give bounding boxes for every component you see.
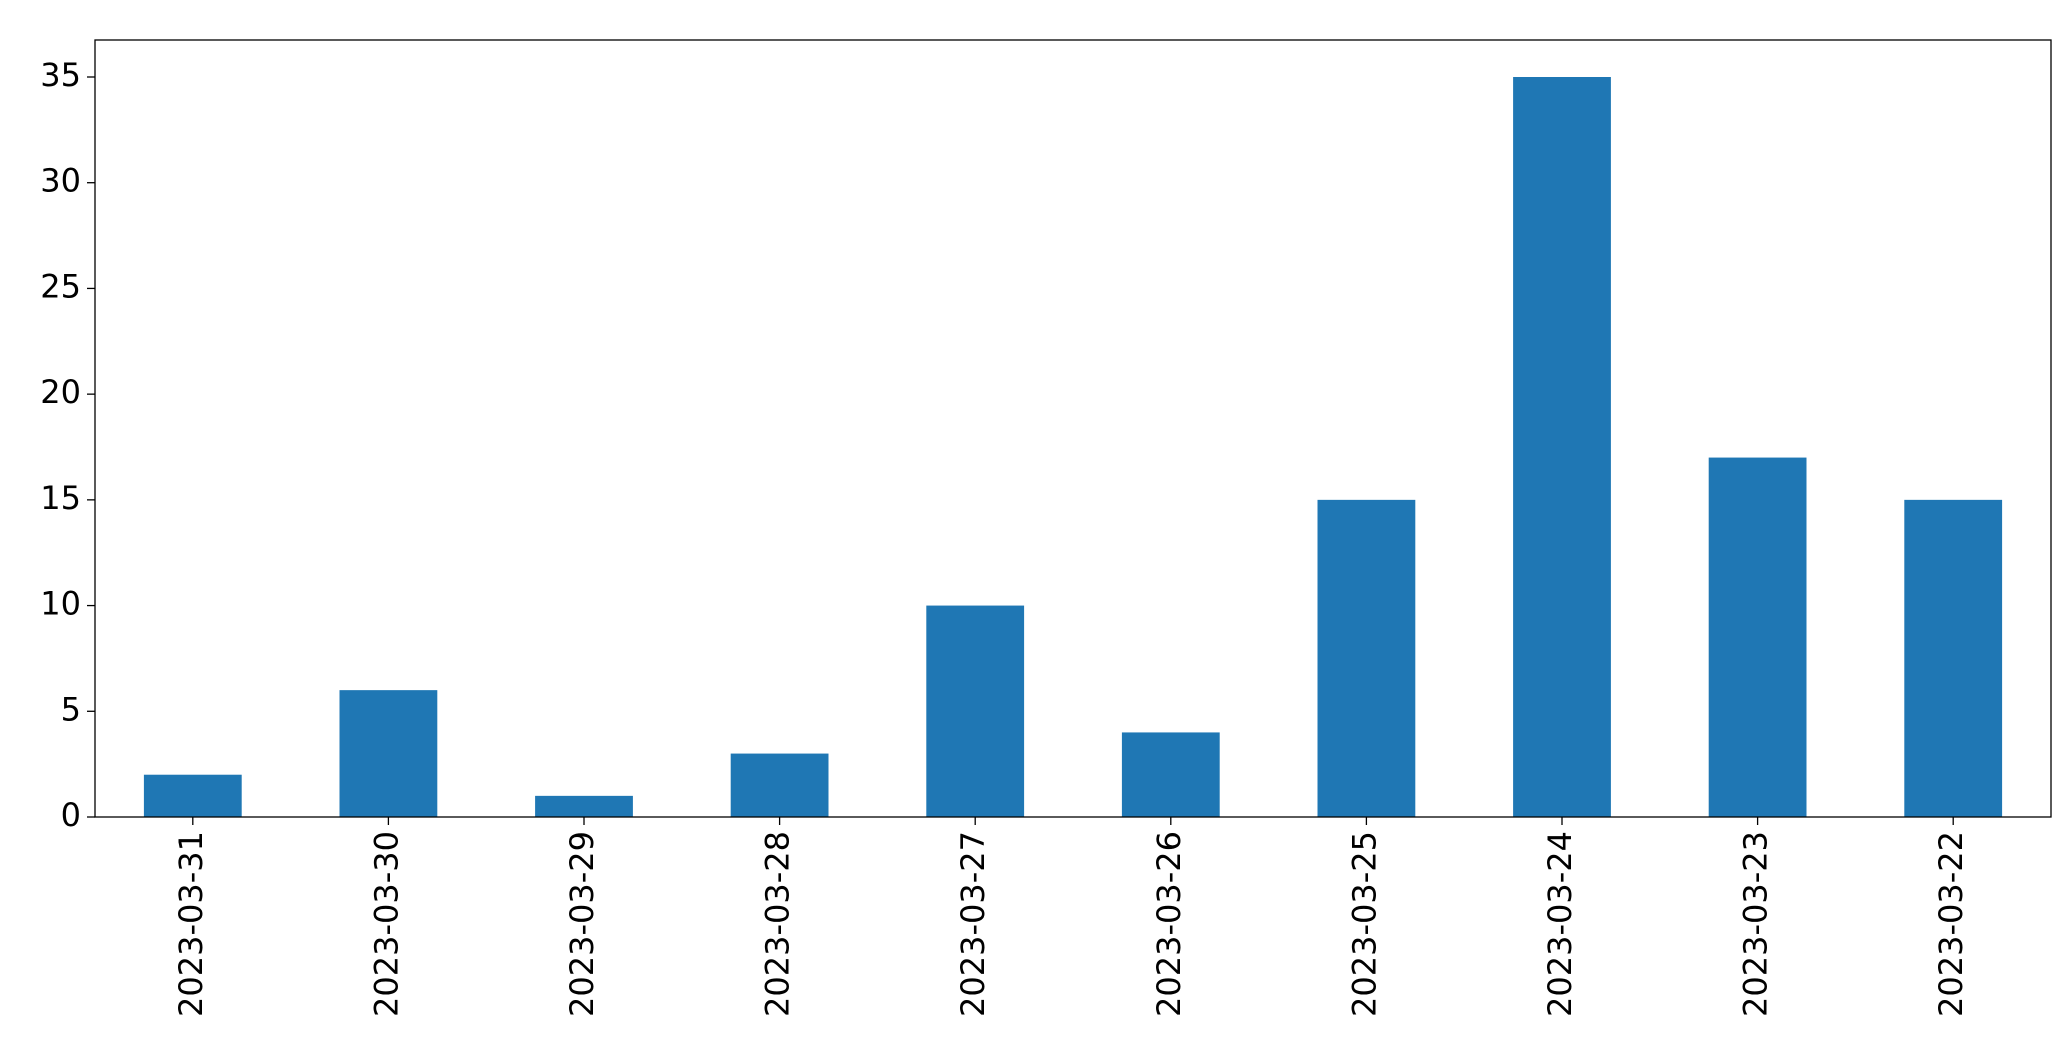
x-tick-label: 2023-03-30 [367, 831, 405, 1017]
y-tick-label: 35 [40, 56, 81, 94]
bar [926, 605, 1025, 817]
bar [1317, 499, 1416, 817]
y-tick-label: 30 [40, 162, 81, 200]
x-tick-label: 2023-03-28 [759, 831, 797, 1017]
plot-frame [94, 39, 2052, 818]
bar [143, 774, 242, 817]
y-tick-label: 25 [40, 267, 81, 305]
x-tick-label: 2023-03-23 [1737, 831, 1775, 1017]
y-tick-label: 20 [40, 373, 81, 411]
bar [1513, 77, 1611, 817]
bar [1904, 499, 2003, 817]
bar [535, 795, 633, 817]
x-tick-label: 2023-03-26 [1150, 831, 1188, 1017]
bar [730, 753, 829, 817]
y-tick-label: 0 [61, 796, 81, 834]
y-tick-label: 5 [61, 690, 81, 728]
x-tick-label: 2023-03-29 [563, 831, 601, 1017]
x-tick-label: 2023-03-31 [172, 831, 210, 1017]
x-tick-label: 2023-03-27 [954, 831, 992, 1017]
x-tick-label: 2023-03-24 [1541, 831, 1579, 1017]
x-tick-label: 2023-03-25 [1345, 831, 1383, 1017]
bar [339, 690, 438, 817]
y-tick-label: 10 [40, 585, 81, 623]
x-tick-label: 2023-03-22 [1932, 831, 1970, 1017]
y-tick-label: 15 [40, 479, 81, 517]
bar [1708, 457, 1807, 817]
bar [1121, 732, 1220, 817]
